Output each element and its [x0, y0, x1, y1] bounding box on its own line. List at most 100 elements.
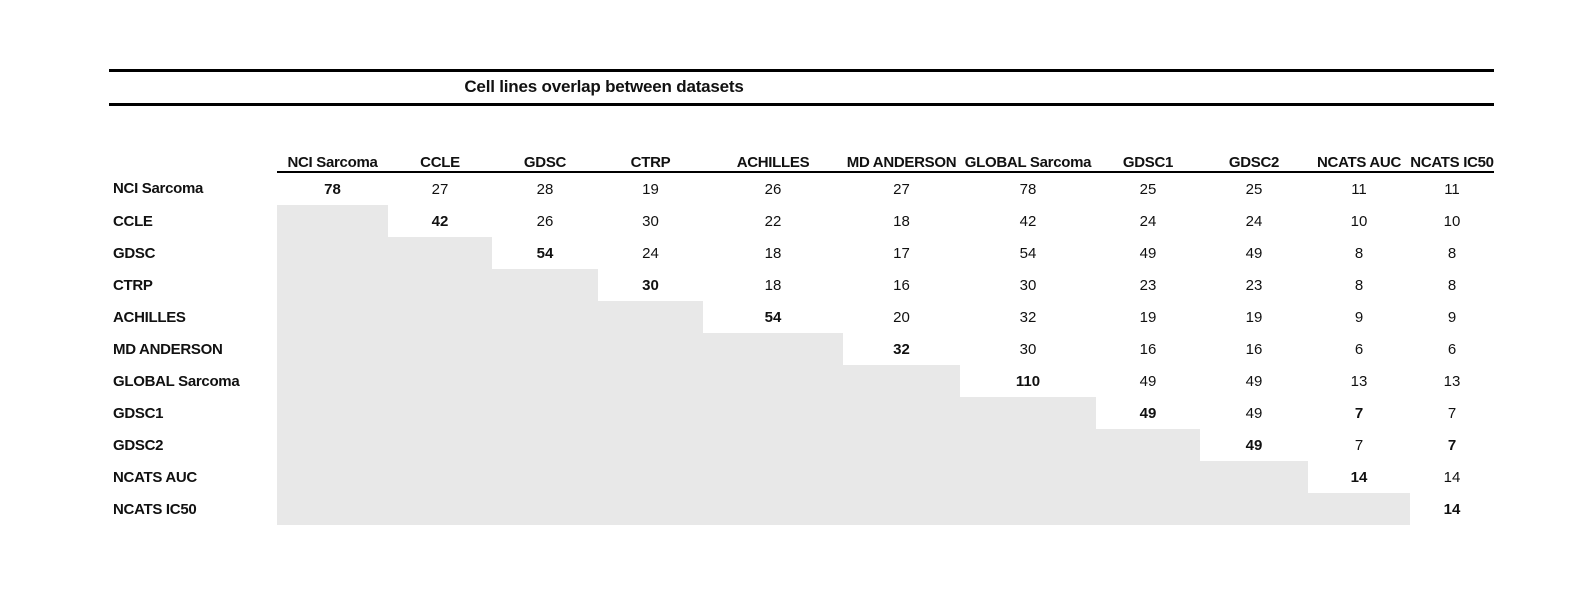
- table-row: NCATS AUC 14 14: [109, 461, 1494, 493]
- matrix-cell: 10: [1443, 212, 1461, 230]
- matrix-cell: [598, 365, 703, 397]
- row-label: GDSC: [113, 244, 156, 262]
- matrix-cell: [703, 461, 843, 493]
- matrix-cell: 54: [536, 244, 554, 262]
- matrix-cell: [277, 333, 388, 365]
- matrix-cell: [843, 429, 960, 461]
- matrix-cell: 26: [536, 212, 554, 230]
- matrix-cell: 19: [1139, 308, 1157, 326]
- column-header: GDSC2: [1200, 138, 1308, 173]
- matrix-cell: [388, 365, 492, 397]
- matrix-cell: [492, 429, 598, 461]
- matrix-cell: 11: [1444, 180, 1460, 198]
- row-label: NCATS AUC: [113, 468, 197, 486]
- matrix-cell: 23: [1139, 276, 1157, 294]
- matrix-cell: [1096, 461, 1200, 493]
- column-header: CTRP: [598, 138, 703, 173]
- matrix-cell: 18: [764, 244, 782, 262]
- matrix-cell: 30: [642, 212, 659, 230]
- matrix-cell: [598, 493, 703, 525]
- row-label: NCI Sarcoma: [113, 180, 204, 197]
- matrix-cell: [703, 365, 843, 397]
- matrix-cell: [843, 397, 960, 429]
- matrix-cell: 27: [893, 180, 910, 198]
- matrix-cell: 78: [324, 180, 341, 198]
- matrix-cell: 8: [1447, 276, 1457, 294]
- column-header: GLOBAL Sarcoma: [960, 138, 1096, 173]
- table-row: NCATS IC50 14: [109, 493, 1494, 525]
- matrix-cell: [703, 429, 843, 461]
- matrix-cell: 24: [1139, 212, 1157, 230]
- table-row: GDSC1 49 49 7 7: [109, 397, 1494, 429]
- matrix-cell: 49: [1245, 244, 1263, 262]
- top-rule: [109, 69, 1494, 72]
- matrix-cell: [388, 301, 492, 333]
- matrix-cell: 30: [1019, 340, 1037, 358]
- matrix-cell: 32: [893, 340, 910, 358]
- matrix-cell: 27: [431, 180, 449, 198]
- row-label: CCLE: [113, 212, 153, 230]
- column-header: MD ANDERSON: [843, 138, 960, 173]
- matrix-cell: [277, 269, 388, 301]
- matrix-cell: [1200, 461, 1308, 493]
- matrix-cell: [598, 333, 703, 365]
- matrix-cell: 49: [1245, 372, 1263, 390]
- table-row: GDSC2 49 7 7: [109, 429, 1494, 461]
- matrix-cell: [492, 493, 598, 525]
- matrix-cell: [492, 365, 598, 397]
- matrix-cell: [388, 237, 492, 269]
- matrix-cell: [960, 493, 1096, 525]
- table-row: GDSC 54 24 18 17 54 49 49 8 8: [109, 237, 1494, 269]
- matrix-cell: [388, 333, 492, 365]
- matrix-cell: [277, 429, 388, 461]
- matrix-cell: 13: [1443, 372, 1461, 390]
- matrix-cell: [277, 301, 388, 333]
- corner-cell: [109, 138, 277, 172]
- matrix-cell: 54: [764, 308, 782, 326]
- matrix-cell: [843, 493, 960, 525]
- matrix-cell: 16: [1245, 340, 1263, 358]
- matrix-cell: [960, 461, 1096, 493]
- matrix-cell: 14: [1350, 468, 1368, 486]
- matrix-cell: 49: [1245, 404, 1263, 422]
- column-header: NCI Sarcoma: [277, 138, 388, 173]
- matrix-cell: [492, 461, 598, 493]
- matrix-cell: [598, 429, 703, 461]
- matrix-cell: 19: [1245, 308, 1263, 326]
- table-row: CTRP 30 18 16 30 23 23 8 8: [109, 269, 1494, 301]
- row-label: ACHILLES: [113, 308, 186, 326]
- table-row: MD ANDERSON 32 30 16 16 6 6: [109, 333, 1494, 365]
- matrix-cell: 18: [893, 212, 910, 230]
- row-label: NCATS IC50: [113, 500, 197, 518]
- matrix-cell: 49: [1139, 372, 1157, 390]
- table-row: CCLE 42 26 30 22 18 42 24 24 10 10: [109, 205, 1494, 237]
- row-label: MD ANDERSON: [113, 340, 223, 358]
- matrix-cell: [1200, 493, 1308, 525]
- row-label: GDSC1: [113, 404, 164, 422]
- matrix-cell: [277, 397, 388, 429]
- matrix-cell: 7: [1447, 436, 1457, 454]
- column-header: CCLE: [388, 138, 492, 173]
- matrix-cell: [598, 461, 703, 493]
- matrix-cell: 24: [1245, 212, 1263, 230]
- matrix-cell: 8: [1354, 276, 1364, 294]
- matrix-cell: [492, 333, 598, 365]
- matrix-cell: 7: [1447, 404, 1457, 422]
- matrix-cell: 17: [893, 244, 910, 262]
- matrix-cell: 16: [893, 276, 910, 294]
- matrix-cell: 9: [1354, 308, 1364, 326]
- matrix-cell: 25: [1139, 180, 1157, 198]
- matrix-cell: [277, 493, 388, 525]
- matrix-cell: [388, 461, 492, 493]
- matrix-cell: [388, 493, 492, 525]
- table-row: ACHILLES 54 20 32 19 19 9 9: [109, 301, 1494, 333]
- matrix-cell: 7: [1354, 436, 1364, 454]
- matrix-cell: [277, 365, 388, 397]
- matrix-cell: 42: [431, 212, 449, 230]
- matrix-cell: [598, 397, 703, 429]
- matrix-cell: [1096, 429, 1200, 461]
- matrix-cell: 14: [1443, 500, 1461, 518]
- table-header: NCI Sarcoma CCLE GDSC CTRP ACHILLES MD ANDERS…: [109, 138, 1494, 173]
- column-header: GDSC1: [1096, 138, 1200, 173]
